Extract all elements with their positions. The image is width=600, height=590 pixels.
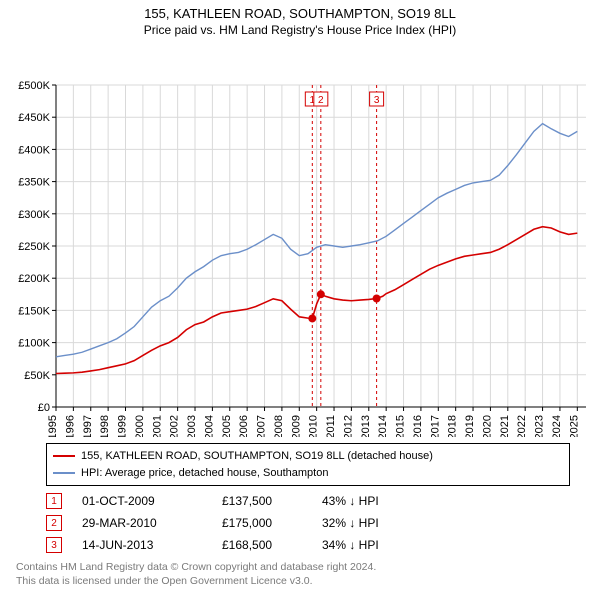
svg-text:2010: 2010 <box>308 415 320 437</box>
svg-text:£350K: £350K <box>18 177 50 189</box>
footer-line-2: This data is licensed under the Open Gov… <box>16 574 584 588</box>
svg-text:2019: 2019 <box>464 415 476 437</box>
svg-text:1995: 1995 <box>47 415 59 437</box>
svg-text:1996: 1996 <box>64 415 76 437</box>
chart-title-sub: Price paid vs. HM Land Registry's House … <box>0 23 600 37</box>
svg-text:2008: 2008 <box>273 415 285 437</box>
sale-marker-icon: 2 <box>46 515 62 531</box>
svg-text:2001: 2001 <box>151 415 163 437</box>
svg-text:2023: 2023 <box>534 415 546 437</box>
svg-text:£450K: £450K <box>18 112 50 124</box>
svg-text:2007: 2007 <box>256 415 268 437</box>
svg-text:2005: 2005 <box>221 415 233 437</box>
svg-text:2006: 2006 <box>238 415 250 437</box>
svg-text:2022: 2022 <box>516 415 528 437</box>
svg-text:2014: 2014 <box>377 415 389 437</box>
price-chart: £0 £50K £100K £150K £200K £250K £300K £350K £400… <box>0 37 600 437</box>
svg-text:2025: 2025 <box>568 415 580 437</box>
sale-date: 01-OCT-2009 <box>82 494 202 508</box>
sale-price: £137,500 <box>222 494 302 508</box>
sale-row: 3 14-JUN-2013 £168,500 34% ↓ HPI <box>46 534 570 556</box>
svg-text:2012: 2012 <box>342 415 354 437</box>
svg-text:2013: 2013 <box>360 415 372 437</box>
svg-text:2020: 2020 <box>481 415 493 437</box>
svg-text:2016: 2016 <box>412 415 424 437</box>
chart-title-main: 155, KATHLEEN ROAD, SOUTHAMPTON, SO19 8L… <box>0 6 600 21</box>
svg-text:1999: 1999 <box>117 415 129 437</box>
legend-item: HPI: Average price, detached house, Sout… <box>53 465 563 482</box>
svg-text:£100K: £100K <box>18 338 50 350</box>
footer-line-1: Contains HM Land Registry data © Crown c… <box>16 560 584 574</box>
legend-swatch <box>53 455 75 457</box>
sale-price: £168,500 <box>222 538 302 552</box>
svg-text:1998: 1998 <box>99 415 111 437</box>
legend-label: HPI: Average price, detached house, Sout… <box>81 465 328 482</box>
svg-text:2: 2 <box>318 95 324 106</box>
legend-swatch <box>53 472 75 474</box>
svg-text:2015: 2015 <box>395 415 407 437</box>
sale-marker-icon: 1 <box>46 493 62 509</box>
svg-text:2000: 2000 <box>134 415 146 437</box>
sale-date: 14-JUN-2013 <box>82 538 202 552</box>
sale-marker-icon: 3 <box>46 537 62 553</box>
svg-text:£250K: £250K <box>18 241 50 253</box>
sale-row: 2 29-MAR-2010 £175,000 32% ↓ HPI <box>46 512 570 534</box>
svg-text:3: 3 <box>374 95 380 106</box>
svg-text:£50K: £50K <box>24 370 50 382</box>
svg-text:2018: 2018 <box>447 415 459 437</box>
svg-text:2017: 2017 <box>429 415 441 437</box>
sales-table: 1 01-OCT-2009 £137,500 43% ↓ HPI 2 29-MAR-201… <box>46 490 570 556</box>
sale-delta: 32% ↓ HPI <box>322 516 422 530</box>
svg-text:£150K: £150K <box>18 305 50 317</box>
sale-delta: 43% ↓ HPI <box>322 494 422 508</box>
svg-text:2024: 2024 <box>551 415 563 437</box>
legend-item: 155, KATHLEEN ROAD, SOUTHAMPTON, SO19 8L… <box>53 448 563 465</box>
svg-text:2009: 2009 <box>290 415 302 437</box>
svg-text:2004: 2004 <box>203 415 215 437</box>
sale-date: 29-MAR-2010 <box>82 516 202 530</box>
svg-text:£200K: £200K <box>18 273 50 285</box>
svg-text:£0: £0 <box>38 402 50 414</box>
footer-attribution: Contains HM Land Registry data © Crown c… <box>16 560 584 588</box>
sale-delta: 34% ↓ HPI <box>322 538 422 552</box>
svg-text:£500K: £500K <box>18 80 50 92</box>
svg-text:£400K: £400K <box>18 144 50 156</box>
svg-text:2021: 2021 <box>499 415 511 437</box>
legend-label: 155, KATHLEEN ROAD, SOUTHAMPTON, SO19 8L… <box>81 448 433 465</box>
svg-text:£300K: £300K <box>18 209 50 221</box>
svg-text:2011: 2011 <box>325 415 337 437</box>
legend: 155, KATHLEEN ROAD, SOUTHAMPTON, SO19 8L… <box>46 443 570 486</box>
svg-text:2002: 2002 <box>169 415 181 437</box>
svg-text:1997: 1997 <box>82 415 94 437</box>
svg-text:2003: 2003 <box>186 415 198 437</box>
sale-row: 1 01-OCT-2009 £137,500 43% ↓ HPI <box>46 490 570 512</box>
sale-price: £175,000 <box>222 516 302 530</box>
